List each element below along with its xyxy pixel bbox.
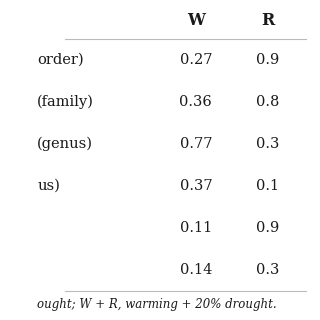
Text: 0.36: 0.36 [180,95,212,108]
Text: 0.1: 0.1 [256,179,279,193]
Text: 0.9: 0.9 [256,53,279,67]
Text: 0.8: 0.8 [256,95,279,108]
Text: 0.3: 0.3 [256,263,279,276]
Text: 0.27: 0.27 [180,53,212,67]
Text: 0.14: 0.14 [180,263,212,276]
Text: ought; W + R, warming + 20% drought.: ought; W + R, warming + 20% drought. [37,298,277,311]
Text: W: W [187,12,205,29]
Text: (genus): (genus) [37,136,93,151]
Text: R: R [261,12,274,29]
Text: 0.77: 0.77 [180,137,212,151]
Text: 0.37: 0.37 [180,179,212,193]
Text: (family): (family) [37,94,94,109]
Text: 0.9: 0.9 [256,220,279,235]
Text: us): us) [37,179,60,193]
Text: 0.11: 0.11 [180,220,212,235]
Text: 0.3: 0.3 [256,137,279,151]
Text: order): order) [37,53,84,67]
